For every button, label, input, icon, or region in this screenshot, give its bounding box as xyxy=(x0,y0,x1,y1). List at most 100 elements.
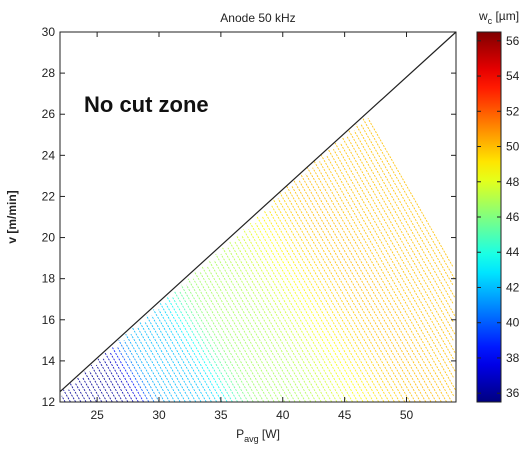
chart-title: Anode 50 kHz xyxy=(220,11,295,25)
contour-line xyxy=(227,247,317,403)
colorbar-tick-label: 50 xyxy=(506,140,520,154)
contour-line xyxy=(243,229,343,403)
boundary-line xyxy=(59,31,457,393)
plot-frame xyxy=(59,31,457,403)
contour-line xyxy=(166,296,228,403)
contour-line xyxy=(151,315,202,403)
contour-line xyxy=(179,290,244,403)
y-tick-label: 28 xyxy=(42,66,56,80)
colorbar-tick-label: 54 xyxy=(506,69,520,83)
x-tick-label: 40 xyxy=(276,408,290,422)
colorbar-label-main: w xyxy=(478,9,488,23)
contour-line xyxy=(194,272,270,403)
colorbar-ticks: 36 38 40 42 44 46 48 50 52 54 56 xyxy=(477,34,520,400)
contour-line xyxy=(116,346,150,403)
contour-line xyxy=(249,222,353,403)
contour-line xyxy=(97,358,124,403)
contour-lines xyxy=(61,118,456,403)
contour-line xyxy=(256,216,364,403)
contour-line xyxy=(339,142,454,341)
x-axis-label-subscript: avg xyxy=(244,434,259,444)
contour-line xyxy=(307,167,442,403)
colorbar-label-subscript: c xyxy=(488,16,493,26)
contour-line xyxy=(279,192,400,403)
colorbar-tick-label: 44 xyxy=(506,245,520,259)
contour-line xyxy=(248,229,348,403)
contour-line xyxy=(69,383,82,403)
contour-line xyxy=(213,259,296,403)
contour-line xyxy=(180,284,249,403)
contour-line xyxy=(165,303,223,403)
y-tick-label: 22 xyxy=(42,189,56,203)
x-axis-label-main: P xyxy=(236,427,244,441)
y-tick-label: 30 xyxy=(42,25,56,39)
contour-line xyxy=(111,346,144,403)
colorbar-tick-label: 38 xyxy=(506,351,520,365)
contour-line xyxy=(319,161,454,397)
contour-line xyxy=(146,315,197,403)
contour-line xyxy=(159,303,218,403)
colorbar: 36 38 40 42 44 46 48 50 52 54 56 wc [µm] xyxy=(476,9,520,403)
contour-line xyxy=(153,309,207,403)
contour-line xyxy=(158,309,212,403)
colorbar-label-unit: [µm] xyxy=(492,9,519,23)
contour-line xyxy=(262,216,369,403)
contour-line xyxy=(346,136,454,323)
y-axis-ticks: 12 14 16 18 20 22 24 26 28 30 xyxy=(42,25,456,409)
contour-line xyxy=(305,173,437,403)
contour-line xyxy=(61,395,66,403)
x-tick-label: 25 xyxy=(90,408,104,422)
contour-line xyxy=(272,198,390,403)
contour-line xyxy=(220,253,306,403)
no-cut-zone-annotation: No cut zone xyxy=(84,92,209,117)
colorbar-tick-label: 40 xyxy=(506,316,520,330)
contour-line xyxy=(293,179,421,403)
y-axis-label: v [m/min] xyxy=(5,190,19,243)
contour-line xyxy=(298,179,427,403)
contour-line xyxy=(185,284,254,403)
contour-line xyxy=(300,173,432,403)
contour-line xyxy=(234,241,327,403)
contour-line xyxy=(130,333,171,403)
x-tick-label: 45 xyxy=(338,408,352,422)
contour-line xyxy=(125,333,165,403)
contour-line xyxy=(334,142,456,353)
contour-line xyxy=(355,124,455,298)
contour-line xyxy=(173,290,238,403)
contour-line xyxy=(353,130,454,304)
colorbar-label: wc [µm] xyxy=(478,9,519,26)
colorbar-tick-label: 52 xyxy=(506,104,520,118)
contour-line xyxy=(63,389,71,403)
contour-line xyxy=(326,155,454,378)
colorbar-tick-label: 48 xyxy=(506,175,520,189)
colorbar-tick-label: 42 xyxy=(506,280,520,294)
contour-line xyxy=(284,192,406,403)
y-tick-label: 16 xyxy=(42,313,56,327)
contour-line xyxy=(89,370,108,403)
plot-area: 25 30 35 40 45 50 12 14 16 18 20 22 24 26 28 30 xyxy=(42,25,457,422)
contour-line xyxy=(95,364,118,403)
contour-line xyxy=(270,204,385,403)
contour-line xyxy=(327,148,456,372)
contour-line xyxy=(320,155,456,390)
contour-line xyxy=(201,266,280,403)
contour-line xyxy=(123,340,160,403)
contour-line xyxy=(362,118,455,279)
contour-line xyxy=(139,321,186,403)
contour-line xyxy=(313,161,453,403)
contour-line xyxy=(333,148,454,360)
x-axis-label-unit: [W] xyxy=(259,427,280,441)
contour-line xyxy=(82,377,97,403)
contour-line xyxy=(102,358,129,403)
contour-line xyxy=(277,198,395,403)
contour-line xyxy=(367,118,454,267)
contour-line xyxy=(83,370,103,403)
x-tick-label: 30 xyxy=(152,408,166,422)
contour-line xyxy=(341,136,456,335)
y-tick-label: 24 xyxy=(42,148,56,162)
x-tick-label: 50 xyxy=(400,408,414,422)
contour-line xyxy=(137,327,181,403)
x-axis-label: Pavg [W] xyxy=(236,427,280,444)
colorbar-tick-label: 56 xyxy=(506,34,520,48)
contour-line xyxy=(132,327,176,403)
